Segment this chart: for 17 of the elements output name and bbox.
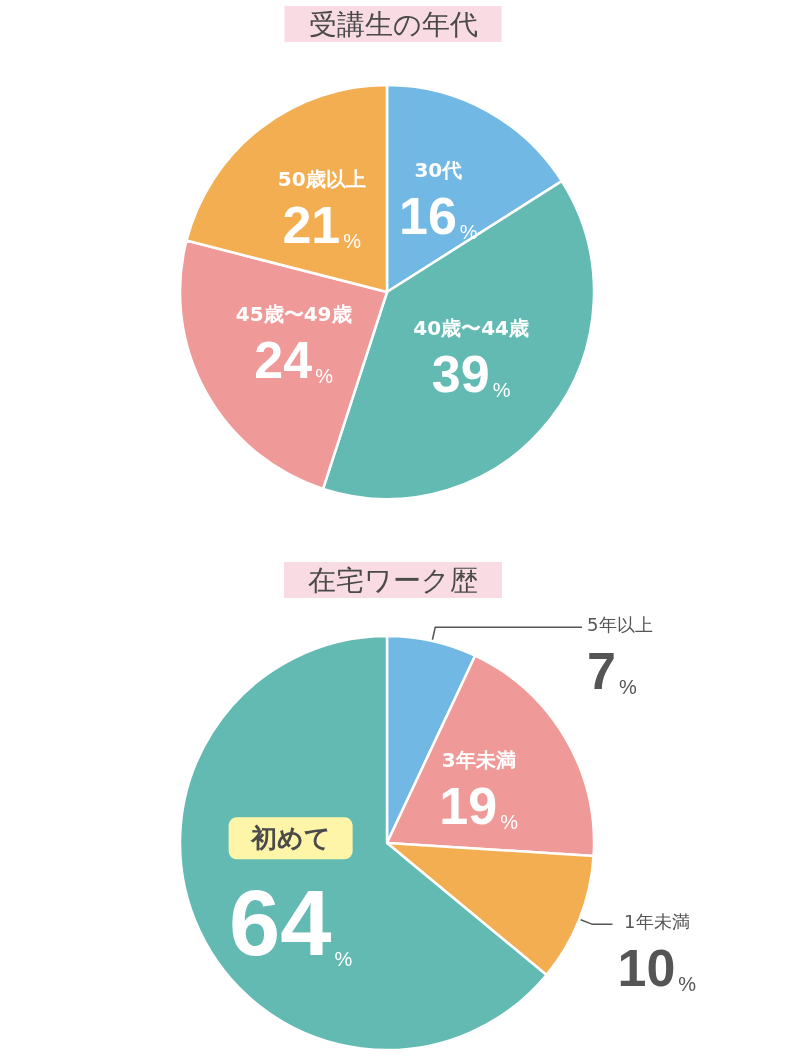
chart-title: 受講生の年代 [308, 7, 478, 41]
slice-label: 初めて [249, 823, 331, 854]
data-label: 7% [587, 641, 637, 700]
data-label: 10% [617, 938, 697, 997]
slice-label: 50歳以上 [277, 166, 366, 191]
slice-label: 3年未満 [441, 747, 516, 772]
slice-label: 30代 [414, 157, 463, 182]
slice-label: 40歳〜44歳 [413, 316, 529, 341]
data-label: 39% [431, 345, 511, 404]
chart-title: 在宅ワーク歴 [308, 563, 478, 597]
slice-label: 5年以上 [587, 614, 653, 636]
data-label: 21% [282, 195, 362, 254]
slice-label: 1年未満 [624, 911, 690, 933]
data-label: 24% [254, 331, 334, 390]
slice-label: 45歳〜49歳 [235, 302, 352, 327]
data-label: 64% [229, 872, 353, 975]
data-label: 19% [439, 776, 519, 835]
